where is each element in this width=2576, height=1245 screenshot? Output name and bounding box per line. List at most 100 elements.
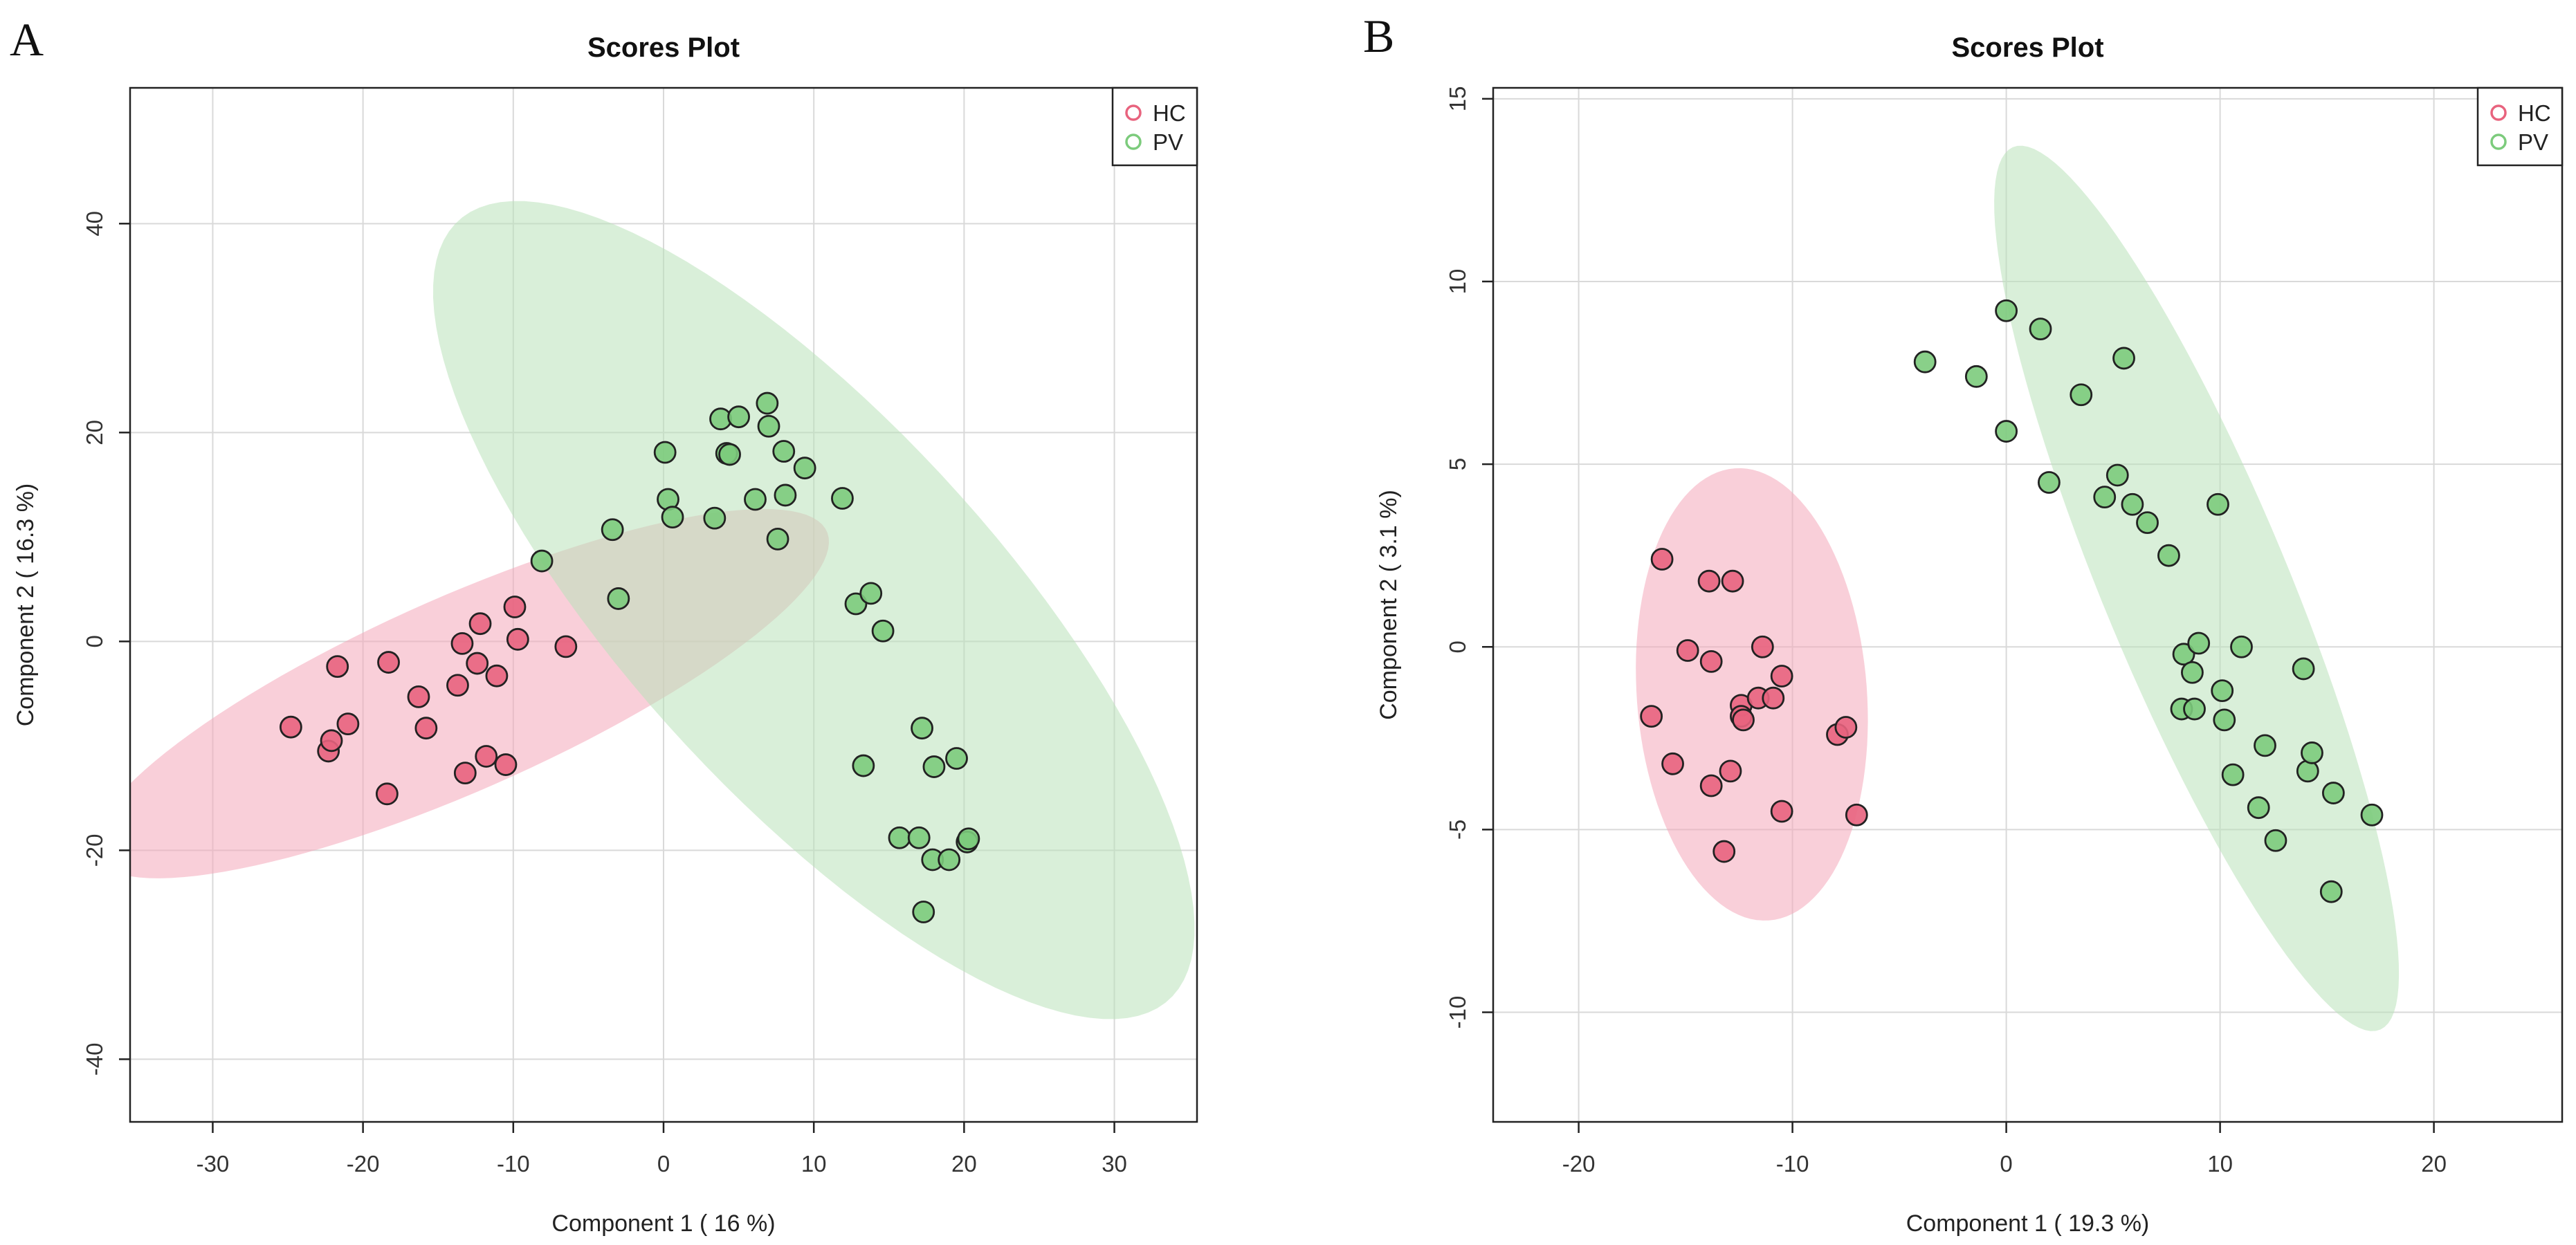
x-tick-label: 10 [801,1151,827,1177]
legend-label-hc: HC [1153,100,1186,126]
point-hc [453,762,477,785]
chart-title: Scores Plot [1951,33,2103,63]
point-pv [2360,803,2384,827]
x-tick-label: -10 [1776,1151,1809,1177]
legend-marker-hc [2490,104,2507,121]
point-pv [852,754,875,777]
point-hc [506,627,529,651]
point-hc [336,712,360,736]
x-tick-label: 20 [951,1151,977,1177]
point-pv [2301,741,2323,764]
point-hc [1762,686,1785,710]
point-pv [2221,763,2245,786]
point-pv [601,518,624,542]
point-pv [718,443,741,466]
point-pv [774,483,797,507]
ellipse-pv [433,201,1195,1020]
y-tick-label: 20 [82,420,107,445]
point-pv [2112,347,2135,370]
point-pv [2181,661,2204,684]
point-hc [375,782,399,806]
y-tick-label: 40 [82,211,107,237]
point-pv [744,488,767,511]
point-pv [793,456,816,480]
y-tick-label: 0 [1445,640,1470,653]
point-pv [2136,511,2159,535]
y-tick-label: -5 [1445,820,1470,840]
point-hc [485,664,509,688]
legend-label-hc: HC [2518,100,2551,126]
point-pv [2105,463,2129,487]
point-hc [494,753,518,776]
x-tick-label: -10 [497,1151,530,1177]
point-pv [530,549,554,573]
point-pv [2172,643,2195,666]
point-pv [2029,317,2052,341]
x-axis-label: Component 1 ( 19.3 %) [1906,1210,2150,1237]
y-axis-label: Component 2 ( 3.1 %) [1376,490,1402,720]
y-tick-label: 5 [1445,458,1470,470]
legend-label-pv: PV [2518,129,2548,155]
point-pv [871,619,895,643]
point-hc [279,715,302,739]
point-hc [503,596,527,618]
panel-b: B Scores Plot -20 -10 0 10 20 -10 -5 0 5 10 15 Compon… [1363,10,2564,1237]
point-pv [1995,299,2018,322]
point-pv [703,506,727,530]
point-pv [661,506,684,529]
point-pv [2183,697,2206,721]
point-hc [468,612,492,636]
point-hc [1770,800,1793,823]
point-pv [2247,796,2270,820]
point-pv [957,827,980,851]
legend: HC PV [1111,86,1198,167]
point-pv [888,826,911,849]
x-tick-label: 0 [657,1151,670,1177]
chart-title: Scores Plot [587,33,740,63]
x-tick-label: 10 [2207,1151,2233,1177]
point-pv [2296,759,2319,783]
point-hc [1676,639,1699,662]
point-pv [2187,631,2211,655]
ellipse-pv [1994,145,2400,1031]
point-hc [414,717,438,740]
panel-a: A Scores Plot -30 -20 -10 0 10 20 30 -40 -20 0 20 40 C… [10,13,1198,1237]
point-pv [727,405,750,429]
legend-marker-pv [2490,133,2507,150]
x-tick-label: -20 [347,1151,380,1177]
point-hc [1661,752,1684,775]
point-pv [2037,471,2061,494]
point-pv [922,755,946,778]
point-pv [2207,492,2229,516]
point-pv [1964,365,1988,388]
plot-frame [1492,86,2564,1123]
point-pv [2213,708,2236,732]
point-pv [938,848,961,872]
point-pv [653,441,677,464]
point-hc [475,745,498,768]
x-tick-label: 30 [1102,1151,1127,1177]
x-tick-label: -20 [1562,1151,1596,1177]
legend: HC PV [2476,86,2564,167]
point-pv [2121,492,2144,516]
point-hc [554,635,578,658]
point-hc [320,729,343,753]
y-tick-label: -20 [82,834,107,867]
point-pv [859,582,883,605]
point-hc [1751,635,1774,658]
y-tick-label: 10 [1445,269,1470,295]
point-hc [1699,774,1723,797]
point-hc [1770,665,1793,688]
point-pv [2230,635,2253,658]
point-pv [2070,383,2093,407]
point-pv [911,717,933,740]
point-hc [450,631,474,655]
point-hc [1650,548,1674,571]
point-pv [756,391,779,415]
point-hc [1640,705,1663,728]
legend-box [1111,86,1198,167]
point-hc [1699,649,1723,673]
point-pv [757,414,780,438]
point-pv [912,901,935,923]
